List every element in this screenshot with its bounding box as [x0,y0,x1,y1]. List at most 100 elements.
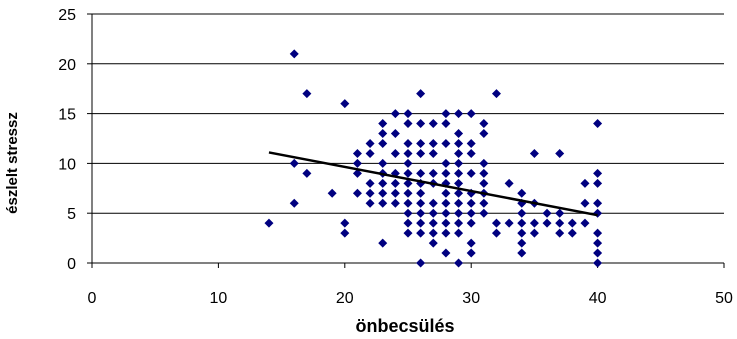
data-point [403,168,413,178]
data-point [479,129,489,139]
data-point [466,238,476,248]
data-point [593,238,603,248]
data-point [466,168,476,178]
y-tick-label: 15 [58,107,76,124]
data-point [593,208,603,218]
data-point [454,188,464,198]
data-point [289,49,299,59]
data-point [289,158,299,168]
data-point [529,228,539,238]
data-point [542,208,552,218]
data-point [340,99,350,109]
data-point [416,89,426,99]
data-point [441,248,451,258]
data-point [479,119,489,129]
data-point [479,198,489,208]
data-point [403,218,413,228]
data-point [454,138,464,148]
data-point [466,248,476,258]
data-point [441,198,451,208]
y-tick-label: 5 [67,206,76,223]
y-tick-label: 0 [67,256,76,273]
data-point [517,208,527,218]
data-point [441,119,451,129]
data-point [352,188,362,198]
data-point [441,218,451,228]
data-point [352,168,362,178]
x-tick-label: 30 [462,290,480,307]
data-point [428,218,438,228]
data-point [555,218,565,228]
data-point [567,228,577,238]
data-point [454,129,464,139]
data-point [517,248,527,258]
data-point [365,188,375,198]
data-point [428,168,438,178]
data-point [441,208,451,218]
data-point [454,228,464,238]
data-point [504,178,514,188]
data-point [390,178,400,188]
y-tick-label: 20 [58,57,76,74]
x-axis-title: önbecsülés [355,316,454,336]
data-point [529,148,539,158]
data-point [491,218,501,228]
data-point [403,188,413,198]
data-point [466,198,476,208]
data-point [416,218,426,228]
y-axis-title: észlelt stressz [4,112,21,214]
data-point [466,148,476,158]
y-tick-labels: 0 5 10 15 20 25 [58,7,76,273]
data-point [542,218,552,228]
data-point [365,178,375,188]
data-point [302,89,312,99]
data-point [479,178,489,188]
data-point [466,218,476,228]
x-tick-labels: 0 10 20 30 40 50 [88,290,733,307]
data-point [378,198,388,208]
data-point [491,89,501,99]
data-point [416,228,426,238]
data-point [390,188,400,198]
data-point [403,148,413,158]
data-point [378,178,388,188]
data-point [466,109,476,119]
x-tick-label: 20 [336,290,354,307]
data-point [454,178,464,188]
data-point [479,158,489,168]
data-point [352,158,362,168]
data-point [416,198,426,208]
data-point [416,168,426,178]
data-point [517,218,527,228]
data-point [466,208,476,218]
data-point [403,208,413,218]
data-point [390,109,400,119]
data-point [352,148,362,158]
data-point [441,228,451,238]
data-point [403,119,413,129]
data-point [441,109,451,119]
data-point [390,198,400,208]
data-point [555,228,565,238]
data-point [264,218,274,228]
data-point [517,228,527,238]
data-point [580,218,590,228]
data-point [580,178,590,188]
data-point [378,119,388,129]
data-point [454,158,464,168]
data-point [593,248,603,258]
data-point [378,188,388,198]
data-point [403,158,413,168]
data-point [454,168,464,178]
data-point [390,148,400,158]
data-point [466,138,476,148]
data-point [504,218,514,228]
data-point [416,188,426,198]
data-point [403,228,413,238]
data-point [454,109,464,119]
x-tick-label: 40 [589,290,607,307]
data-point [327,188,337,198]
data-point [378,158,388,168]
data-point [441,188,451,198]
trendline [268,151,598,217]
